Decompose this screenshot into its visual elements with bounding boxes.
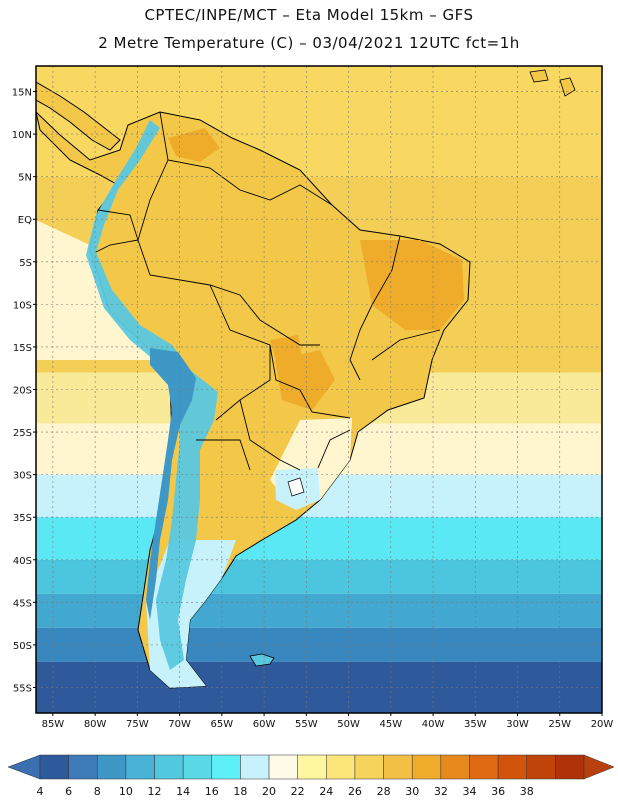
lon-label: 35W xyxy=(464,719,487,730)
colorbar-swatch xyxy=(211,754,241,780)
colorbar-swatch xyxy=(268,754,298,780)
colorbar-swatch xyxy=(497,754,527,780)
colorbar-swatch xyxy=(326,754,356,780)
andes-coldest-peaks xyxy=(146,348,196,620)
lat-label: 20S xyxy=(13,386,32,397)
colorbar-swatch xyxy=(240,754,270,780)
colorbar-tick-label: 14 xyxy=(176,785,190,798)
lat-label: 5S xyxy=(19,258,32,269)
lat-label: 40S xyxy=(13,556,32,567)
chart-title-line-1: CPTEC/INPE/MCT – Eta Model 15km – GFS xyxy=(144,6,474,24)
colorbar-tick-label: 30 xyxy=(405,785,419,798)
lat-label: 10S xyxy=(13,300,32,311)
colorbar-tick-label: 34 xyxy=(462,785,476,798)
lon-label: 80W xyxy=(84,719,107,730)
colorbar-swatch xyxy=(125,754,155,780)
colorbar-swatch xyxy=(154,754,184,780)
lon-label: 85W xyxy=(42,719,65,730)
lon-label: 75W xyxy=(126,719,149,730)
colorbar-over-arrow xyxy=(583,754,615,780)
colorbar-swatch xyxy=(555,754,585,780)
colorbar-tick-label: 10 xyxy=(119,785,133,798)
colorbar-tick-label: 8 xyxy=(94,785,101,798)
hot-region-venezuela xyxy=(168,128,220,162)
ocean-band-5 xyxy=(36,517,602,560)
colorbar-tick-label: 20 xyxy=(262,785,276,798)
andes-cold-band xyxy=(86,120,218,670)
lon-label: 30W xyxy=(506,719,529,730)
lon-label: 20W xyxy=(591,719,614,730)
colorbar-swatch xyxy=(440,754,470,780)
lon-label: 45W xyxy=(379,719,402,730)
ocean-band-6 xyxy=(36,559,602,594)
colorbar-tick-label: 36 xyxy=(491,785,505,798)
colorbar-tick-label: 6 xyxy=(65,785,72,798)
longitude-labels: 85W 80W 75W 70W 65W 60W 55W 50W 45W 40W 35W 30W 25W 2… xyxy=(42,713,614,730)
lat-label: 5N xyxy=(18,173,32,184)
colorbar-swatch xyxy=(411,754,442,780)
hot-region-pantanal xyxy=(275,350,335,410)
lat-label: 50S xyxy=(13,641,32,652)
colorbar-tick-label: 16 xyxy=(205,785,219,798)
country-borders xyxy=(95,111,441,471)
colorbar-tick-label: 24 xyxy=(319,785,333,798)
colorbar-swatch xyxy=(297,754,327,780)
lat-label: 30S xyxy=(13,471,32,482)
lon-label: 70W xyxy=(168,719,191,730)
colorbar-swatch xyxy=(526,754,556,780)
colorbar-tick-label: 22 xyxy=(291,785,305,798)
hot-region-northeast-brazil xyxy=(360,240,464,330)
central-america xyxy=(36,81,121,151)
lon-label: 60W xyxy=(253,719,276,730)
lat-label: 25S xyxy=(13,428,32,439)
lon-label: 55W xyxy=(295,719,318,730)
colorbar-swatch xyxy=(182,754,213,780)
falkland-islands xyxy=(249,653,275,667)
lat-label: 10N xyxy=(12,130,32,141)
ocean-band-7 xyxy=(36,593,602,628)
colorbar-tick-label: 4 xyxy=(37,785,44,798)
lon-label: 25W xyxy=(548,719,571,730)
lagoa-dos-patos xyxy=(287,477,305,497)
lon-label: 50W xyxy=(337,719,360,730)
colorbar-tick-label: 28 xyxy=(377,785,391,798)
colorbar-swatch xyxy=(469,754,499,780)
lat-label: 55S xyxy=(13,683,32,694)
lat-label: 45S xyxy=(13,598,32,609)
colorbar-swatch xyxy=(354,754,384,780)
colorbar-swatch xyxy=(39,754,69,780)
colorbar-tick-label: 38 xyxy=(520,785,534,798)
caribbean-islands xyxy=(529,69,576,97)
colorbar-swatch xyxy=(97,754,127,780)
colorbar-under-arrow xyxy=(7,754,41,780)
lat-label: 35S xyxy=(13,513,32,524)
lat-label: EQ xyxy=(18,215,32,226)
lon-label: 65W xyxy=(211,719,234,730)
colorbar-swatch xyxy=(383,754,413,780)
lat-label: 15N xyxy=(12,88,32,99)
colorbar-tick-label: 18 xyxy=(233,785,247,798)
graticule xyxy=(36,66,603,713)
colorbar-swatch xyxy=(68,754,98,780)
colorbar-tick-label: 12 xyxy=(148,785,162,798)
colorbar-tick-label: 26 xyxy=(348,785,362,798)
lat-label: 15S xyxy=(13,343,32,354)
land-layer xyxy=(36,69,576,689)
colorbar: 4 6 8 10 12 14 16 18 20 22 24 26 28 30 32 34 36 38 xyxy=(7,754,615,798)
latitude-labels: 15N 10N 5N EQ 5S 10S 15S 20S 25S 30S 35S 40S 45S 50S 5… xyxy=(12,88,36,694)
colorbar-tick-label: 32 xyxy=(434,785,448,798)
lon-label: 40W xyxy=(422,719,445,730)
chart-title-line-2: 2 Metre Temperature (C) – 03/04/2021 12U… xyxy=(98,34,520,52)
